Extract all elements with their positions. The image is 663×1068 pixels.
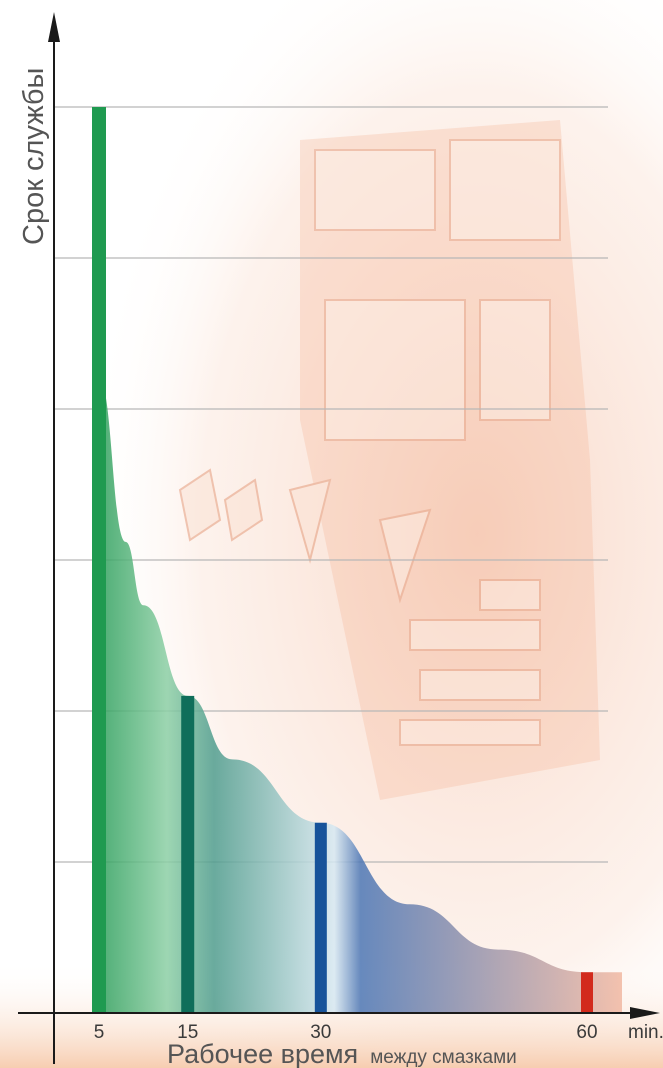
x-tick-label: 30	[310, 1022, 331, 1043]
bar-60	[581, 972, 593, 1013]
x-tick-labels: 5 15 30 60	[94, 1022, 598, 1043]
x-tick-label: 15	[177, 1022, 198, 1043]
x-axis-label-sub: между смазками	[370, 1047, 517, 1068]
x-axis-label: Рабочее время между смазками	[167, 1039, 517, 1068]
decay-area	[99, 378, 622, 1013]
bar-5	[92, 107, 106, 1013]
y-axis-label: Срок службы	[18, 68, 50, 245]
bar-15	[181, 695, 195, 1013]
y-axis-arrow	[48, 12, 60, 42]
x-axis-arrow	[630, 1007, 660, 1019]
bars	[92, 107, 593, 1013]
x-unit-label: min.	[628, 1022, 663, 1043]
x-axis-label-main: Рабочее время	[167, 1039, 358, 1068]
machine-illustration	[178, 120, 600, 800]
x-tick-label: 60	[576, 1022, 597, 1043]
x-tick-label: 5	[94, 1022, 105, 1043]
bar-30	[314, 822, 327, 1013]
